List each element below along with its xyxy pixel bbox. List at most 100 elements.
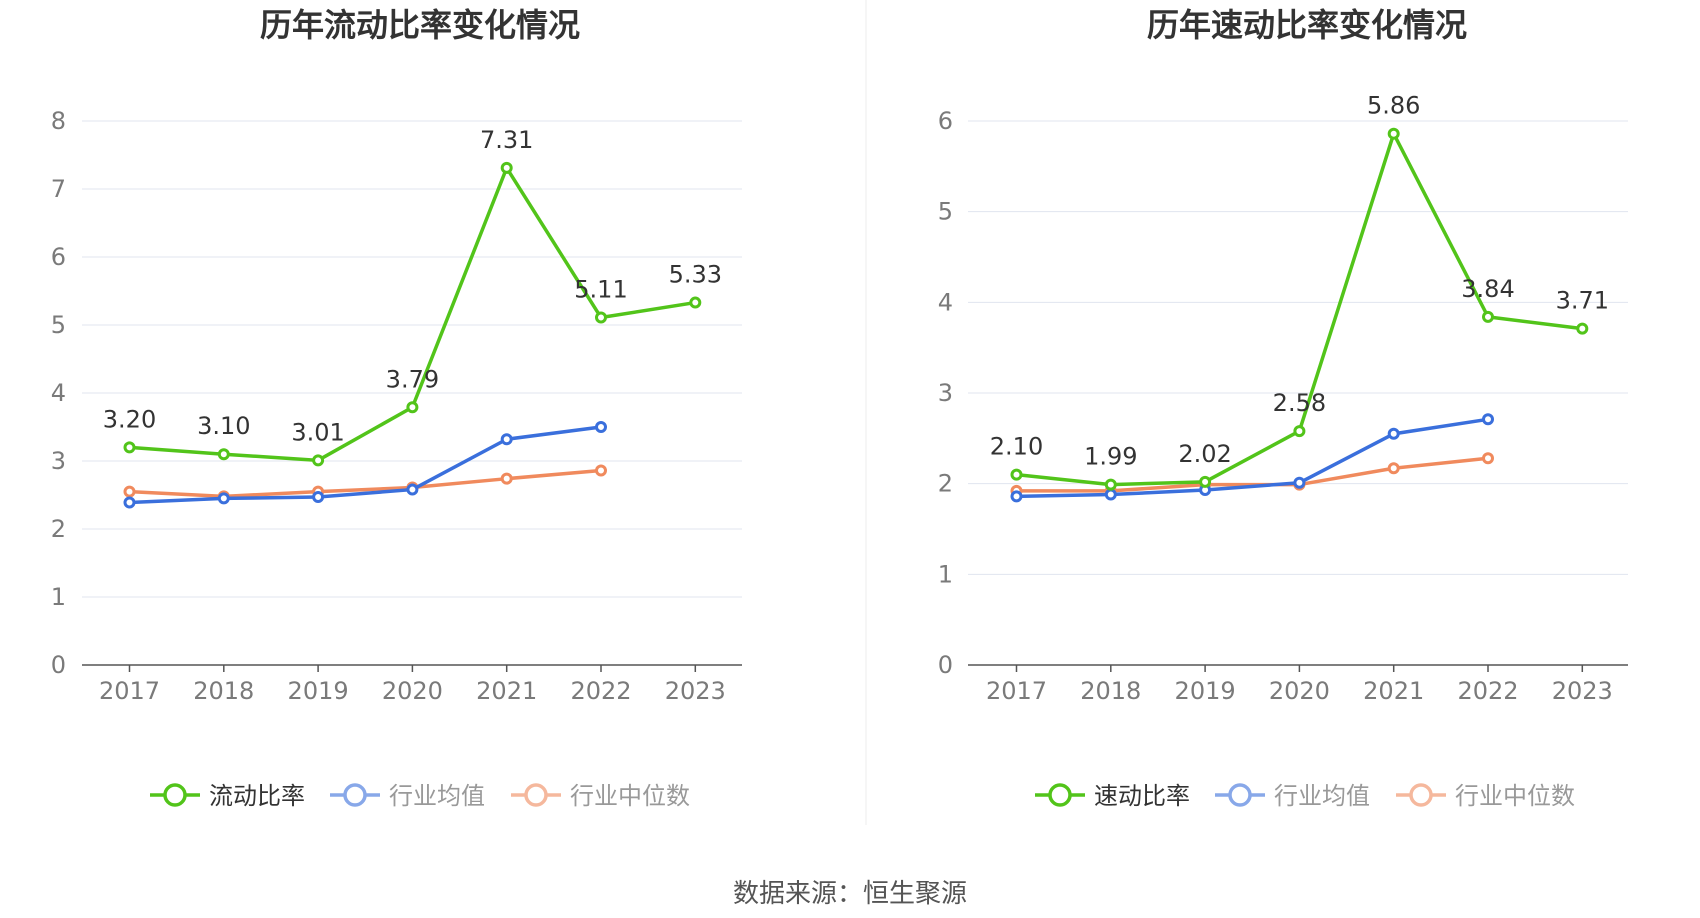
x-tick-label: 2019	[288, 677, 349, 705]
y-tick-label: 3	[938, 379, 953, 407]
data-point	[500, 433, 513, 446]
data-point	[1482, 310, 1494, 323]
data-point	[595, 311, 607, 324]
x-tick-label: 2021	[476, 677, 537, 705]
data-label: 3.20	[103, 405, 156, 433]
y-tick-label: 5	[938, 198, 953, 226]
x-tick-label: 2022	[1457, 677, 1518, 705]
x-tick-label: 2023	[665, 677, 726, 705]
legend-swatch-circle	[343, 783, 367, 807]
legend-swatch-circle	[1048, 783, 1072, 807]
x-tick-label: 2020	[1269, 677, 1330, 705]
legend-item	[330, 783, 380, 807]
x-tick-label: 2022	[570, 677, 631, 705]
data-point	[1387, 462, 1400, 475]
x-tick-label: 2020	[382, 677, 443, 705]
legend-swatch-circle	[1409, 783, 1433, 807]
y-tick-label: 1	[938, 560, 953, 588]
y-tick-label: 0	[51, 651, 66, 679]
data-point	[1104, 488, 1117, 501]
data-point	[1293, 476, 1306, 489]
data-point	[217, 492, 230, 505]
y-tick-label: 3	[51, 447, 66, 475]
data-point	[1482, 413, 1494, 426]
data-point	[1104, 478, 1117, 491]
data-point	[1010, 468, 1023, 481]
y-tick-label: 2	[51, 515, 66, 543]
data-label: 3.79	[386, 365, 439, 393]
data-source-label: 数据来源：恒生聚源	[733, 879, 967, 909]
legend-label: 速动比率	[1094, 782, 1190, 810]
legend-label: 行业中位数	[570, 782, 690, 810]
y-tick-label: 5	[51, 311, 66, 339]
data-label: 3.71	[1556, 287, 1609, 315]
data-point	[123, 485, 136, 498]
data-point	[217, 448, 230, 461]
data-label: 5.86	[1367, 92, 1420, 120]
data-point	[1293, 425, 1306, 438]
legend-item	[1396, 783, 1446, 807]
y-tick-label: 6	[51, 243, 66, 271]
data-point	[595, 421, 607, 433]
data-label: 3.10	[197, 412, 250, 440]
legend-item	[150, 783, 200, 807]
x-tick-label: 2017	[99, 677, 160, 705]
data-point	[1199, 475, 1212, 488]
data-point	[406, 483, 419, 496]
legend-label: 行业中位数	[1455, 782, 1575, 810]
data-label: 5.11	[574, 276, 627, 304]
y-tick-label: 2	[938, 470, 953, 498]
series-line	[129, 468, 602, 499]
x-tick-label: 2017	[986, 677, 1047, 705]
y-tick-label: 4	[51, 379, 66, 407]
legend-label: 流动比率	[209, 782, 305, 810]
legend-swatch-circle	[524, 783, 548, 807]
data-point	[595, 464, 607, 477]
series-line	[129, 425, 602, 505]
data-label: 2.02	[1178, 440, 1231, 468]
data-label: 2.10	[990, 433, 1043, 461]
data-label: 3.84	[1461, 275, 1514, 303]
legend-label: 行业均值	[389, 782, 485, 810]
y-tick-label: 6	[938, 107, 953, 135]
data-label: 5.33	[669, 261, 722, 289]
data-label: 1.99	[1084, 443, 1137, 471]
legend-item	[1035, 783, 1085, 807]
y-tick-label: 1	[51, 583, 66, 611]
y-tick-label: 0	[938, 651, 953, 679]
data-point	[689, 296, 702, 309]
data-point	[1576, 322, 1589, 335]
current-ratio-chart: 历年流动比率变化情况 0 1 2 3 4 5 6 7 8 2017 2018 2019 2020 2021 2…	[51, 6, 742, 810]
data-point	[500, 472, 513, 485]
data-point	[1387, 127, 1400, 140]
y-tick-label: 7	[51, 175, 66, 203]
data-point	[1482, 452, 1494, 465]
data-point	[1387, 427, 1400, 440]
x-tick-label: 2019	[1175, 677, 1236, 705]
x-tick-label: 2018	[1080, 677, 1141, 705]
data-label: 3.01	[291, 418, 344, 446]
data-point	[1010, 490, 1023, 503]
legend-label: 行业均值	[1274, 782, 1370, 810]
data-point	[123, 496, 136, 509]
data-point	[312, 454, 325, 467]
data-point	[123, 441, 136, 454]
y-tick-label: 8	[51, 107, 66, 135]
chart-title: 历年流动比率变化情况	[260, 6, 580, 44]
data-point	[312, 491, 325, 504]
data-point	[500, 161, 513, 174]
legend-item	[1215, 783, 1265, 807]
x-tick-label: 2023	[1552, 677, 1613, 705]
legend-swatch-circle	[1228, 783, 1252, 807]
legend-item	[511, 783, 561, 807]
legend-swatch-circle	[163, 783, 187, 807]
x-tick-label: 2021	[1363, 677, 1424, 705]
data-label: 7.31	[480, 126, 533, 154]
x-tick-label: 2018	[193, 677, 254, 705]
series-line	[1016, 417, 1489, 499]
y-tick-label: 4	[938, 288, 953, 316]
series-line	[1016, 456, 1489, 493]
data-point	[406, 401, 419, 414]
chart-title: 历年速动比率变化情况	[1147, 6, 1467, 44]
